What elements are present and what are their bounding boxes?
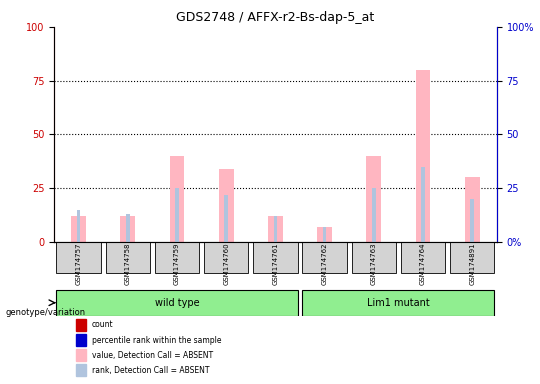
Bar: [170, 156, 184, 242]
Text: percentile rank within the sample: percentile rank within the sample: [92, 336, 221, 344]
Bar: [71, 216, 86, 242]
Title: GDS2748 / AFFX-r2-Bs-dap-5_at: GDS2748 / AFFX-r2-Bs-dap-5_at: [176, 11, 375, 24]
FancyBboxPatch shape: [450, 242, 494, 273]
FancyBboxPatch shape: [401, 242, 445, 273]
FancyBboxPatch shape: [155, 242, 199, 273]
Bar: [367, 156, 381, 242]
Bar: [317, 227, 332, 242]
Bar: [268, 216, 283, 242]
Bar: [416, 70, 430, 242]
FancyBboxPatch shape: [302, 290, 494, 316]
Bar: [76, 349, 86, 361]
Bar: [372, 188, 375, 242]
Text: value, Detection Call = ABSENT: value, Detection Call = ABSENT: [92, 351, 213, 360]
Text: genotype/variation: genotype/variation: [5, 308, 85, 318]
FancyBboxPatch shape: [302, 242, 347, 273]
Bar: [225, 195, 228, 242]
FancyBboxPatch shape: [352, 242, 396, 273]
Bar: [465, 177, 480, 242]
Bar: [76, 319, 86, 331]
Bar: [126, 214, 130, 242]
Text: GSM174758: GSM174758: [125, 243, 131, 285]
Text: GSM174759: GSM174759: [174, 243, 180, 285]
Text: GSM174760: GSM174760: [223, 243, 229, 285]
FancyBboxPatch shape: [57, 290, 298, 316]
Text: GSM174761: GSM174761: [272, 243, 279, 285]
Text: GSM174891: GSM174891: [469, 243, 475, 285]
Bar: [77, 210, 80, 242]
Bar: [421, 167, 425, 242]
FancyBboxPatch shape: [106, 242, 150, 273]
Bar: [76, 364, 86, 376]
Bar: [176, 188, 179, 242]
Bar: [274, 216, 277, 242]
FancyBboxPatch shape: [204, 242, 248, 273]
Bar: [323, 227, 326, 242]
Text: GSM174764: GSM174764: [420, 243, 426, 285]
FancyBboxPatch shape: [253, 242, 298, 273]
Text: rank, Detection Call = ABSENT: rank, Detection Call = ABSENT: [92, 366, 209, 375]
Text: GSM174762: GSM174762: [322, 243, 328, 285]
Text: wild type: wild type: [154, 298, 199, 308]
Text: GSM174757: GSM174757: [76, 243, 82, 285]
Text: GSM174763: GSM174763: [371, 243, 377, 285]
FancyBboxPatch shape: [57, 242, 101, 273]
Text: Lim1 mutant: Lim1 mutant: [367, 298, 430, 308]
Bar: [120, 216, 135, 242]
Bar: [219, 169, 234, 242]
Bar: [76, 334, 86, 346]
Bar: [470, 199, 474, 242]
Text: count: count: [92, 320, 113, 329]
